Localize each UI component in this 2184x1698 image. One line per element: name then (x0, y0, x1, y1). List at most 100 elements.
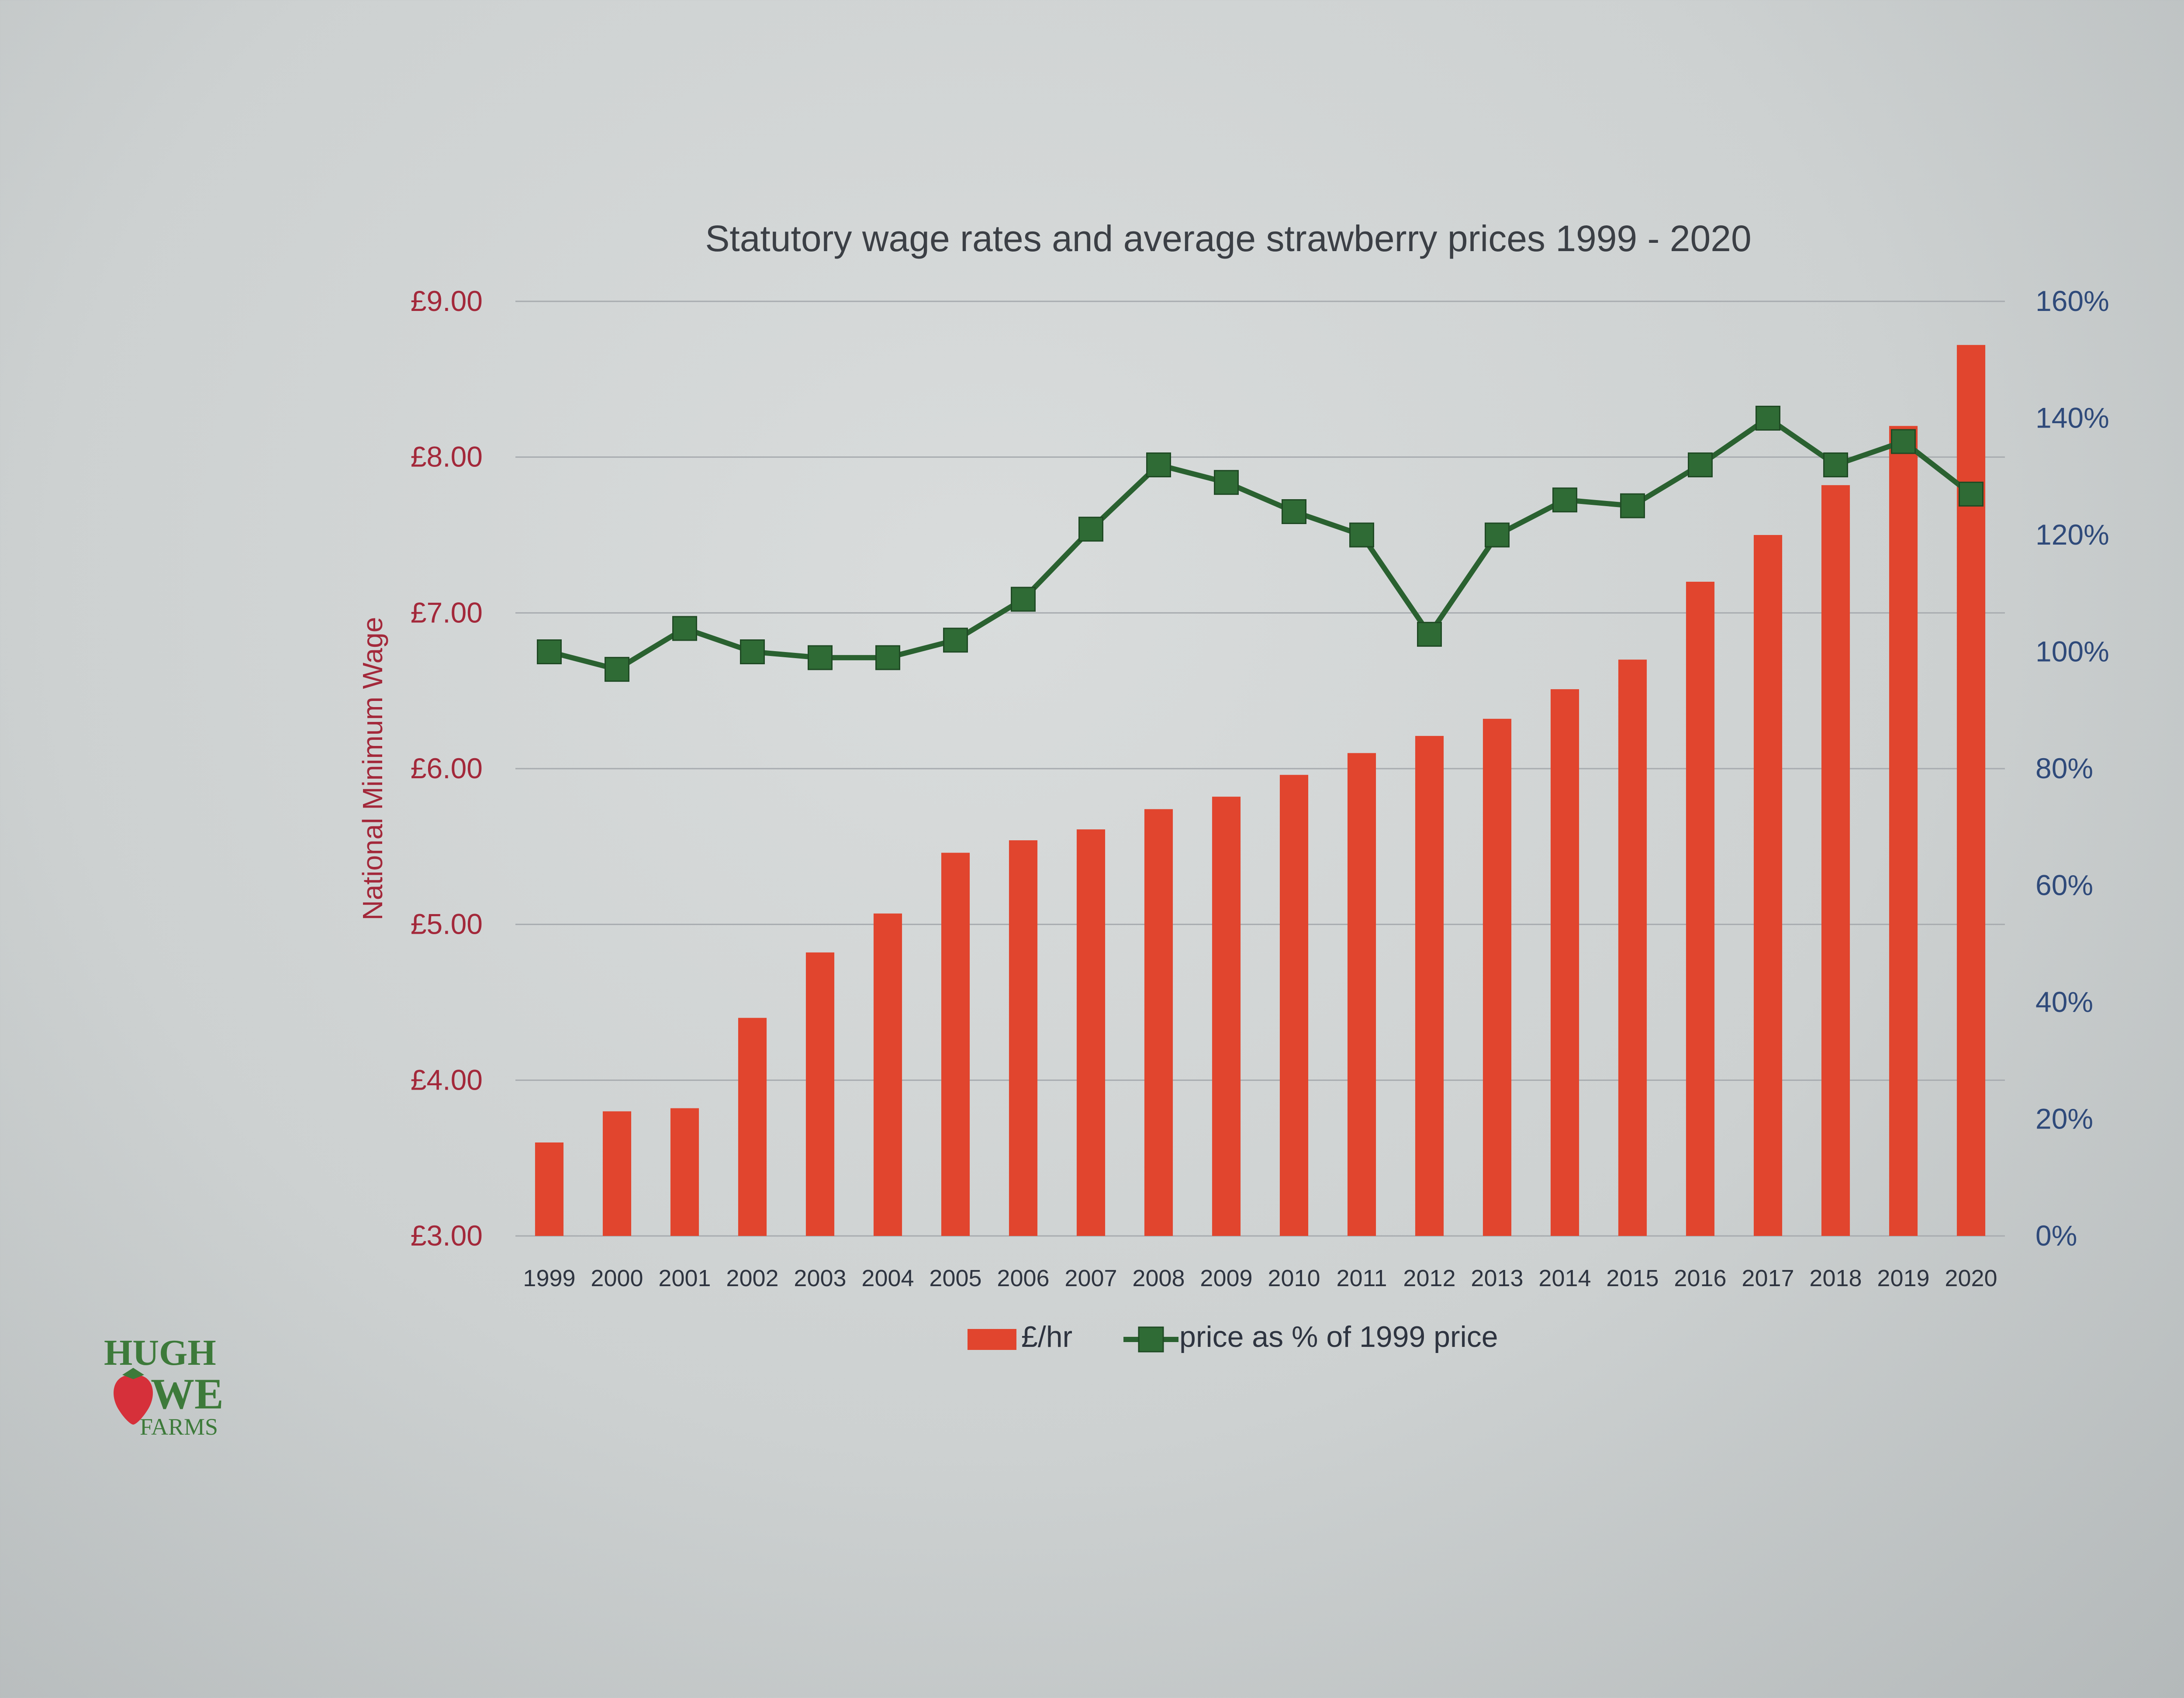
price-line (548, 415, 1973, 672)
marker-2008 (1146, 452, 1171, 477)
right-y-tick-label: 140% (2035, 402, 2109, 434)
bar-2004 (873, 913, 902, 1236)
marker-2010 (1282, 499, 1306, 524)
x-tick-label: 2006 (997, 1265, 1049, 1291)
right-y-tick-label: 160% (2035, 285, 2109, 317)
x-tick-label: 2009 (1200, 1265, 1252, 1291)
bar-series (535, 345, 1986, 1236)
bar-2002 (738, 1018, 767, 1236)
x-tick-label: 2010 (1268, 1265, 1320, 1291)
right-y-tick-label: 100% (2035, 635, 2109, 668)
legend-label-line: price as % of 1999 price (1179, 1320, 1498, 1353)
bar-2001 (670, 1108, 699, 1236)
x-tick-label: 2001 (658, 1265, 711, 1291)
marker-2007 (1078, 517, 1103, 542)
logo-line-2: WE (151, 1370, 224, 1418)
marker-2011 (1349, 522, 1374, 548)
right-y-tick-label: 80% (2035, 752, 2093, 784)
x-tick-label: 2008 (1132, 1265, 1185, 1291)
x-tick-label: 2013 (1471, 1265, 1523, 1291)
bar-2018 (1821, 485, 1850, 1236)
legend-swatch-bar (968, 1329, 1016, 1350)
chart-title: Statutory wage rates and average strawbe… (705, 218, 1751, 259)
bar-2020 (1956, 345, 1986, 1236)
legend-label-bar: £/hr (1021, 1320, 1072, 1353)
x-tick-label: 2018 (1809, 1265, 1862, 1291)
right-y-axis: 0% 20% 40% 60% 80% 100% 120% 140% 160% (2035, 285, 2109, 1252)
bar-2000 (602, 1111, 632, 1236)
marker-2003 (808, 645, 833, 670)
x-tick-label: 2014 (1538, 1265, 1591, 1291)
x-tick-label: 2002 (726, 1265, 778, 1291)
left-y-tick-label: £7.00 (411, 596, 483, 628)
x-tick-label: 2017 (1742, 1265, 1794, 1291)
x-tick-label: 2019 (1877, 1265, 1929, 1291)
x-tick-label: 2007 (1064, 1265, 1117, 1291)
left-y-tick-label: £6.00 (411, 752, 483, 784)
bar-2008 (1144, 809, 1173, 1236)
marker-2020 (1959, 481, 1984, 507)
left-y-axis-label: National Minimum Wage (357, 617, 388, 921)
logo-line-1: HUGH (104, 1332, 216, 1373)
marker-2017 (1755, 406, 1780, 431)
marker-2001 (672, 616, 697, 641)
x-tick-label: 2000 (591, 1265, 643, 1291)
marker-2015 (1620, 493, 1645, 518)
bar-2003 (805, 952, 835, 1236)
bar-2014 (1550, 689, 1579, 1236)
marker-2009 (1214, 470, 1239, 495)
right-y-tick-label: 60% (2035, 869, 2093, 901)
x-tick-label: 2003 (794, 1265, 846, 1291)
bar-2017 (1753, 535, 1783, 1236)
bar-2016 (1686, 582, 1715, 1236)
marker-2019 (1891, 429, 1916, 454)
legend-swatch-marker (1138, 1326, 1164, 1353)
marker-2014 (1552, 487, 1577, 513)
marker-2000 (605, 657, 629, 682)
bar-2007 (1076, 829, 1106, 1236)
strawberry-icon (114, 1368, 153, 1425)
x-tick-label: 1999 (523, 1265, 575, 1291)
bar-2012 (1415, 736, 1444, 1236)
bar-2006 (1009, 840, 1038, 1236)
marker-2002 (740, 639, 765, 664)
bar-2009 (1212, 797, 1241, 1236)
right-y-tick-label: 40% (2035, 986, 2093, 1018)
left-y-axis: £3.00 £4.00 £5.00 £6.00 £7.00 £8.00 £9.00 (411, 285, 483, 1252)
x-tick-label: 2015 (1606, 1265, 1659, 1291)
bar-2013 (1482, 718, 1512, 1236)
left-y-tick-label: £4.00 (411, 1063, 483, 1096)
right-y-tick-label: 0% (2035, 1219, 2077, 1252)
bar-1999 (535, 1142, 564, 1236)
x-tick-label: 2016 (1674, 1265, 1726, 1291)
x-tick-label: 2011 (1336, 1265, 1387, 1291)
x-tick-label: 2004 (861, 1265, 914, 1291)
bar-2011 (1347, 753, 1376, 1236)
marker-2013 (1485, 522, 1510, 548)
right-y-tick-label: 20% (2035, 1103, 2093, 1135)
bar-2019 (1889, 426, 1918, 1236)
bar-2010 (1279, 775, 1309, 1236)
logo-line-3: FARMS (140, 1414, 218, 1440)
hugh-lowe-farms-logo: HUGH WE FARMS (104, 1332, 224, 1440)
bar-2015 (1618, 659, 1647, 1236)
marker-2006 (1011, 587, 1036, 612)
x-tick-label: 2020 (1945, 1265, 1997, 1291)
marker-2012 (1417, 621, 1442, 647)
right-y-tick-label: 120% (2035, 518, 2109, 551)
x-axis: 1999 2000 2001 2002 2003 2004 2005 2006 2007 2008… (523, 1265, 1997, 1291)
left-y-tick-label: £8.00 (411, 441, 483, 473)
marker-2016 (1688, 452, 1713, 477)
left-y-tick-label: £5.00 (411, 908, 483, 940)
left-y-tick-label: £3.00 (411, 1219, 483, 1252)
legend: £/hr price as % of 1999 price (968, 1320, 1498, 1353)
line-series (537, 406, 1984, 682)
bar-2005 (941, 852, 970, 1236)
x-tick-label: 2012 (1403, 1265, 1455, 1291)
marker-1999 (537, 639, 562, 664)
marker-2005 (943, 628, 968, 653)
x-tick-label: 2005 (929, 1265, 981, 1291)
marker-2018 (1823, 452, 1848, 477)
left-y-tick-label: £9.00 (411, 285, 483, 317)
